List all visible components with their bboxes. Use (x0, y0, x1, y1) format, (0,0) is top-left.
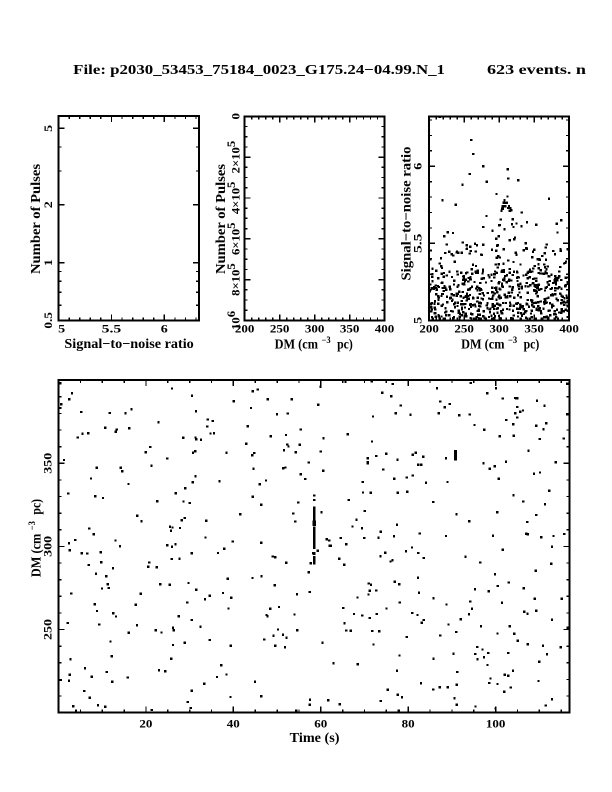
svg-text:250: 250 (270, 321, 290, 335)
svg-text:350: 350 (340, 321, 360, 335)
svg-text:300: 300 (305, 321, 325, 335)
svg-text:6: 6 (410, 163, 424, 170)
svg-text:100: 100 (486, 716, 506, 730)
svg-text:300: 300 (489, 321, 509, 335)
svg-text:80: 80 (402, 716, 415, 730)
svg-text:20: 20 (139, 716, 152, 730)
svg-text:2: 2 (41, 201, 55, 208)
svg-text:106: 106 (224, 311, 243, 330)
svg-text:6: 6 (161, 321, 168, 335)
svg-text:Signal−to−noise ratio: Signal−to−noise ratio (399, 146, 414, 280)
svg-text:−3: −3 (322, 335, 332, 345)
svg-text:300: 300 (41, 536, 55, 557)
svg-text:pc): pc) (337, 337, 353, 352)
svg-text:350: 350 (41, 453, 55, 474)
svg-text:250: 250 (41, 619, 55, 640)
svg-text:200: 200 (235, 321, 255, 335)
svg-text:File: p2030_53453_75184_0023_G: File: p2030_53453_75184_0023_G175.24−04.… (73, 63, 445, 78)
svg-text:6×105: 6×105 (224, 223, 243, 255)
svg-text:−3: −3 (508, 335, 518, 345)
svg-text:0.5: 0.5 (41, 312, 55, 329)
svg-text:350: 350 (524, 321, 544, 335)
svg-text:250: 250 (454, 321, 474, 335)
svg-text:Number of Pulses: Number of Pulses (213, 164, 228, 274)
svg-text:60: 60 (314, 716, 327, 730)
svg-text:Number of Pulses: Number of Pulses (28, 164, 43, 274)
svg-text:200: 200 (419, 321, 439, 335)
svg-text:2×105: 2×105 (224, 141, 243, 173)
svg-text:DM (cm: DM (cm (28, 533, 43, 577)
svg-text:4×105: 4×105 (224, 182, 243, 214)
svg-text:5: 5 (41, 125, 55, 132)
svg-text:Signal−to−noise ratio: Signal−to−noise ratio (64, 336, 194, 351)
svg-text:40: 40 (227, 716, 240, 730)
svg-text:pc): pc) (524, 337, 540, 352)
svg-text:5.5: 5.5 (410, 234, 424, 254)
svg-text:Time (s): Time (s) (290, 730, 340, 745)
svg-text:0: 0 (229, 113, 243, 120)
svg-text:1: 1 (41, 259, 55, 266)
svg-text:5: 5 (58, 321, 65, 335)
svg-text:400: 400 (559, 321, 579, 335)
svg-text:DM (cm: DM (cm (275, 337, 319, 352)
svg-text:8×105: 8×105 (224, 263, 243, 295)
svg-text:5.5: 5.5 (102, 321, 122, 335)
svg-text:5: 5 (410, 317, 424, 324)
svg-text:−3: −3 (27, 521, 37, 531)
svg-text:DM (cm: DM (cm (461, 337, 505, 352)
svg-text:623 events. n: 623 events. n (487, 63, 586, 78)
svg-text:pc): pc) (28, 499, 43, 515)
svg-text:400: 400 (375, 321, 395, 335)
